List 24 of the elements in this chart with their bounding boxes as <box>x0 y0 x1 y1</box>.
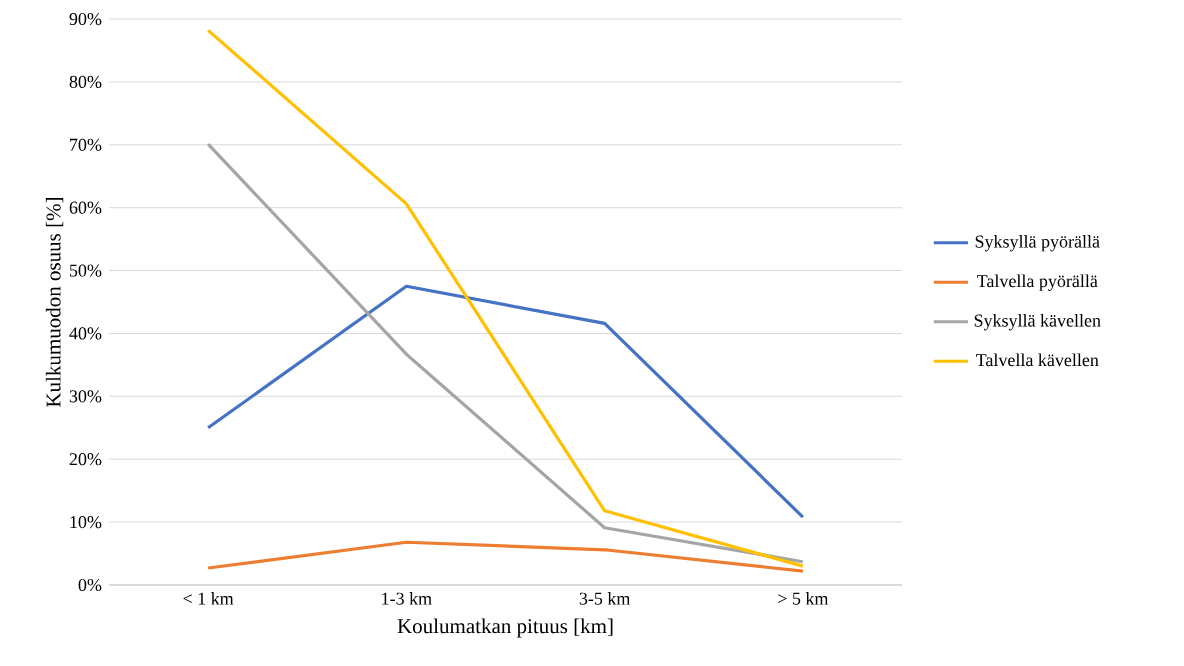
line-series <box>206 284 805 519</box>
line-series <box>206 540 805 573</box>
y-tick-label: 20% <box>69 453 102 466</box>
y-tick-label: 40% <box>69 327 102 340</box>
y-tick-label: 60% <box>69 201 102 214</box>
x-tick-label: < 1 km <box>183 592 234 605</box>
legend-label: Talvella pyörällä <box>976 274 1098 291</box>
x-tick-label: > 5 km <box>778 592 829 605</box>
y-tick-label: 0% <box>78 578 102 592</box>
y-tick-label: 90% <box>69 12 102 26</box>
y-tick-label: 80% <box>69 75 102 89</box>
y-tick-label: 70% <box>70 138 102 151</box>
legend-label: Syksyllä pyörällä <box>975 235 1100 252</box>
x-tick-label: 1-3 km <box>382 592 432 605</box>
legend-label: Talvella kävellen <box>975 353 1099 367</box>
y-tick-label: 50% <box>69 264 102 277</box>
x-tick-label: 3-5 km <box>579 592 631 605</box>
legend-label: Syksyllä kävellen <box>974 314 1101 331</box>
y-tick-label: 30% <box>69 390 102 403</box>
y-axis-title: Kulkumuodon osuus [%] <box>45 198 64 407</box>
x-axis-title: Koulumatkan pituus [km] <box>397 618 613 638</box>
line-series <box>206 142 805 564</box>
line-series <box>206 28 805 568</box>
y-tick-label: 10% <box>70 516 102 529</box>
